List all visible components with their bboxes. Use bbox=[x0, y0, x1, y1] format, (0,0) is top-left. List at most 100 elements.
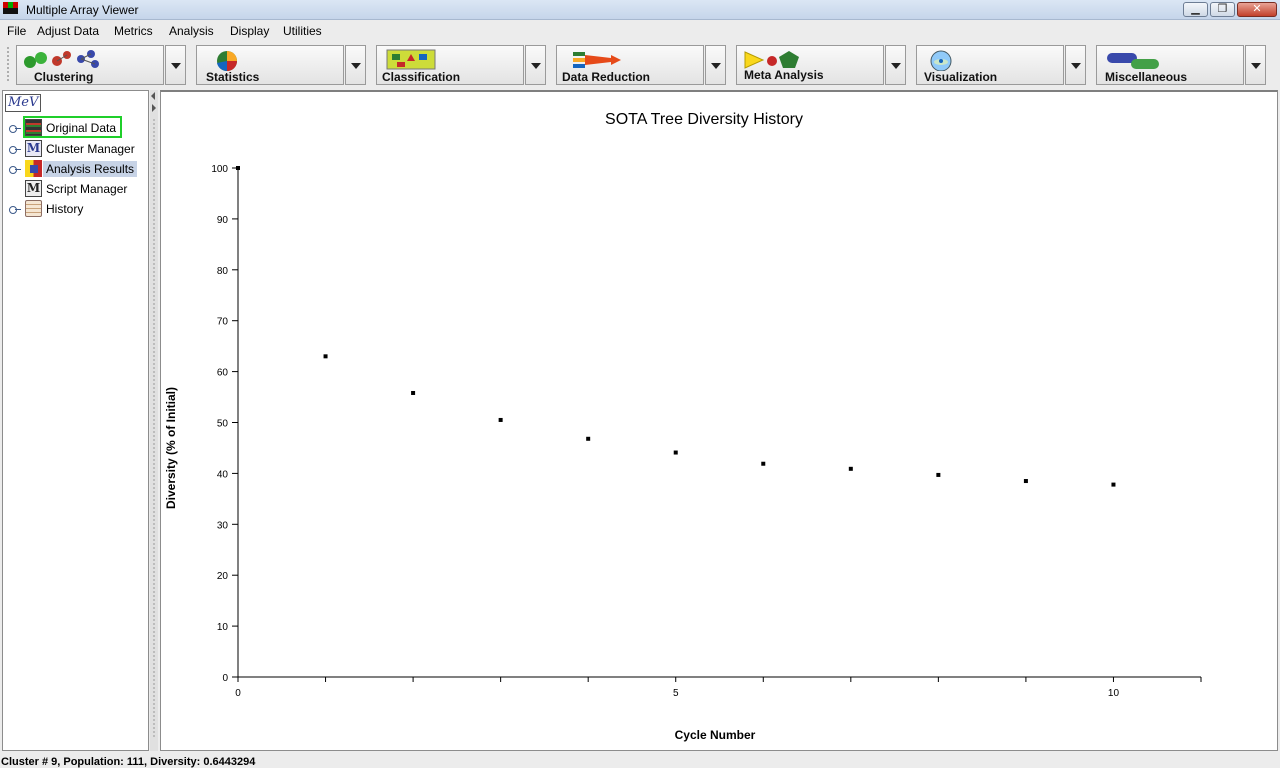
x-axis-label: Cycle Number bbox=[675, 728, 756, 742]
restore-button[interactable]: ❐ bbox=[1210, 2, 1235, 17]
miscellaneous-dropdown[interactable] bbox=[1245, 45, 1266, 85]
restore-icon: ❐ bbox=[1217, 3, 1228, 15]
data-point bbox=[936, 472, 941, 477]
analysis-results-icon bbox=[25, 160, 42, 177]
classification-icon bbox=[386, 49, 436, 70]
data-point bbox=[1111, 482, 1116, 487]
y-tick-label: 70 bbox=[217, 317, 229, 328]
close-button[interactable]: ✕ bbox=[1237, 2, 1277, 17]
data-point bbox=[323, 354, 328, 359]
data-reduction-button[interactable]: Data Reduction bbox=[556, 45, 704, 85]
y-tick-label: 20 bbox=[217, 571, 229, 582]
visualization-button[interactable]: Visualization bbox=[916, 45, 1064, 85]
clustering-label: Clustering bbox=[34, 70, 94, 84]
y-tick-label: 0 bbox=[222, 673, 228, 684]
expand-toggle-icon[interactable] bbox=[9, 206, 21, 214]
statistics-icon bbox=[217, 51, 237, 71]
menu-adjust-data[interactable]: Adjust Data bbox=[37, 24, 100, 38]
clustering-group: Clustering bbox=[16, 45, 186, 85]
statistics-button[interactable]: Statistics bbox=[196, 45, 344, 85]
chart-viewer: SOTA Tree Diversity History Cycle Number… bbox=[160, 90, 1278, 751]
data-point bbox=[673, 450, 678, 455]
menu-display[interactable]: Display bbox=[230, 24, 270, 38]
data-point bbox=[761, 461, 766, 466]
x-tick-label: 5 bbox=[673, 688, 679, 699]
highlight-frame bbox=[23, 116, 122, 138]
menu-analysis[interactable]: Analysis bbox=[169, 24, 214, 38]
menu-metrics[interactable]: Metrics bbox=[114, 24, 153, 38]
meta-analysis-label: Meta Analysis bbox=[744, 68, 824, 82]
statistics-dropdown[interactable] bbox=[345, 45, 366, 85]
y-tick-label: 30 bbox=[217, 520, 229, 531]
minimize-button[interactable]: ▁ bbox=[1183, 2, 1208, 17]
status-text: Cluster # 9, Population: 111, Diversity:… bbox=[1, 756, 256, 768]
y-tick-label: 100 bbox=[211, 164, 228, 175]
visualization-group: Visualization bbox=[916, 45, 1086, 85]
chevron-down-icon bbox=[531, 63, 541, 69]
expand-toggle-icon[interactable] bbox=[9, 146, 21, 154]
tree-item-label: History bbox=[46, 202, 84, 216]
statistics-label: Statistics bbox=[206, 70, 260, 84]
expand-toggle-icon[interactable] bbox=[9, 166, 21, 174]
expand-toggle-icon[interactable] bbox=[9, 125, 21, 133]
data-reduction-label: Data Reduction bbox=[562, 70, 651, 84]
y-tick-label: 10 bbox=[217, 622, 229, 633]
data-reduction-dropdown[interactable] bbox=[705, 45, 726, 85]
tree-item-label: Original Data bbox=[46, 121, 117, 135]
data-reduction-icon bbox=[573, 52, 621, 68]
window-title: Multiple Array Viewer bbox=[26, 3, 139, 17]
data-reduction-group: Data Reduction bbox=[556, 45, 726, 85]
splitter-grip bbox=[152, 118, 156, 738]
toolbar-grip[interactable] bbox=[6, 46, 10, 82]
chart-points bbox=[236, 166, 1116, 487]
app-icon bbox=[3, 2, 19, 16]
tree-item-label: Analysis Results bbox=[43, 161, 138, 177]
tree-item-original-data[interactable]: Original Data bbox=[3, 116, 148, 138]
chevron-down-icon bbox=[711, 63, 721, 69]
classification-dropdown[interactable] bbox=[525, 45, 546, 85]
expand-right-icon[interactable] bbox=[152, 104, 156, 112]
y-tick-label: 80 bbox=[217, 266, 229, 277]
chevron-down-icon bbox=[171, 63, 181, 69]
visualization-icon bbox=[930, 50, 952, 71]
x-tick-label: 10 bbox=[1108, 688, 1120, 699]
chart-axes: 0 10 20 30 40 50 60 70 80 90 100 0 5 10 bbox=[211, 164, 1202, 699]
clustering-button[interactable]: Clustering bbox=[16, 45, 164, 85]
meta-analysis-dropdown[interactable] bbox=[885, 45, 906, 85]
tree-item-analysis-results[interactable]: Analysis Results bbox=[3, 159, 148, 179]
y-tick-label: 90 bbox=[217, 215, 229, 226]
y-tick-label: 50 bbox=[217, 419, 229, 430]
miscellaneous-label: Miscellaneous bbox=[1105, 70, 1188, 84]
menu-utilities[interactable]: Utilities bbox=[283, 24, 322, 38]
miscellaneous-button[interactable]: Miscellaneous bbox=[1096, 45, 1244, 85]
statistics-group: Statistics bbox=[196, 45, 366, 85]
meta-analysis-button[interactable]: Meta Analysis bbox=[736, 45, 884, 85]
collapse-left-icon[interactable] bbox=[151, 92, 155, 100]
menu-file[interactable]: File bbox=[7, 24, 27, 38]
tree-item-script-manager[interactable]: M Script Manager bbox=[3, 179, 148, 199]
close-icon: ✕ bbox=[1252, 3, 1262, 15]
chevron-down-icon bbox=[351, 63, 361, 69]
chevron-down-icon bbox=[891, 63, 901, 69]
tree-item-label: Script Manager bbox=[46, 182, 128, 196]
tree-item-cluster-manager[interactable]: M Cluster Manager bbox=[3, 139, 148, 159]
script-manager-icon: M bbox=[25, 180, 42, 197]
y-axis-label: Diversity (% of Initial) bbox=[164, 387, 178, 509]
data-point bbox=[848, 466, 853, 471]
classification-button[interactable]: Classification bbox=[376, 45, 524, 85]
toolbar: Clustering Statistics Classificatio bbox=[0, 42, 1280, 88]
data-point bbox=[236, 166, 240, 170]
clustering-dropdown[interactable] bbox=[165, 45, 186, 85]
meta-analysis-icon bbox=[744, 51, 799, 69]
classification-group: Classification bbox=[376, 45, 546, 85]
y-tick-label: 40 bbox=[217, 469, 229, 480]
cluster-manager-icon: M bbox=[25, 140, 42, 157]
original-data-icon bbox=[25, 119, 42, 136]
tree-item-history[interactable]: History bbox=[3, 199, 148, 219]
tree-item-label: Cluster Manager bbox=[46, 142, 135, 156]
visualization-dropdown[interactable] bbox=[1065, 45, 1086, 85]
chevron-down-icon bbox=[1071, 63, 1081, 69]
chevron-down-icon bbox=[1251, 63, 1261, 69]
panel-splitter[interactable] bbox=[150, 90, 158, 751]
visualization-label: Visualization bbox=[924, 70, 998, 84]
